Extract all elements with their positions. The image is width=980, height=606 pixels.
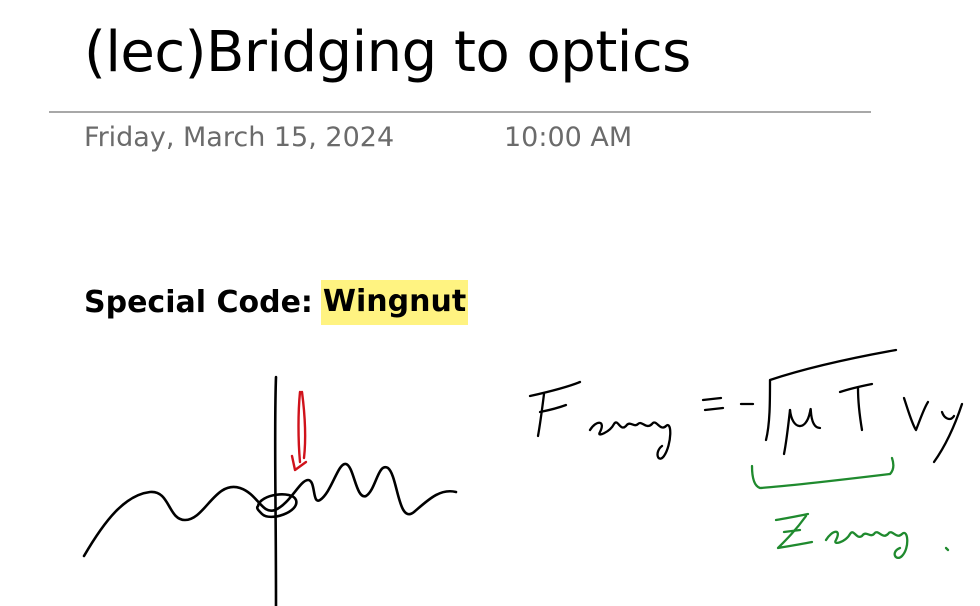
wave-string-ink <box>82 462 458 558</box>
green-annotation-ink <box>750 456 950 559</box>
equation-ink <box>528 348 964 464</box>
special-code-line[interactable]: Special Code: Wingnut <box>84 280 469 325</box>
vertical-pole-ink <box>273 375 278 606</box>
special-code-value: Wingnut <box>320 280 469 325</box>
wave-diagram <box>82 375 458 606</box>
page-date: Friday, March 15, 2024 <box>84 122 395 153</box>
special-code-label: Special Code: <box>84 285 313 320</box>
page-time: 10:00 AM <box>504 122 633 153</box>
ring-ink <box>255 493 298 519</box>
title-divider <box>49 111 871 113</box>
red-arrow-ink <box>290 390 308 472</box>
page-title[interactable]: (lec)Bridging to optics <box>84 20 691 85</box>
